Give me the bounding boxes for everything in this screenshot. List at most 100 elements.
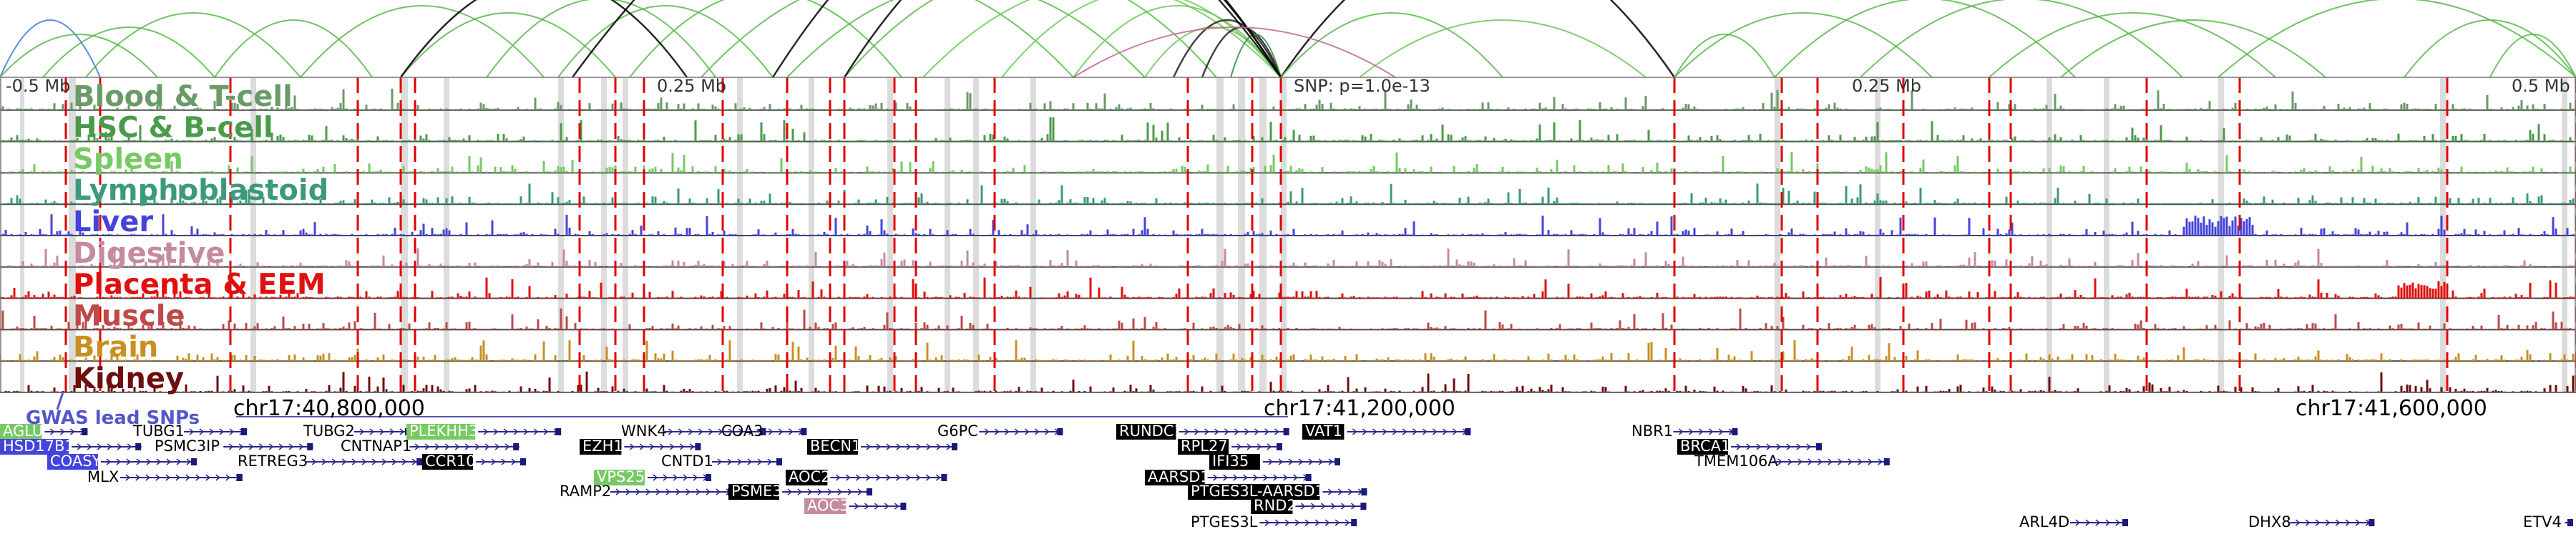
strand-arrow: [454, 443, 460, 450]
strand-arrow: [107, 443, 112, 450]
gene-name: DHX8: [2248, 513, 2291, 531]
gene-brca1: BRCA1: [1677, 437, 1822, 455]
strand-arrow: [125, 474, 131, 481]
strand-arrow: [146, 458, 152, 465]
strand-arrow: [1264, 519, 1270, 526]
strand-arrow: [1422, 428, 1428, 435]
strand-arrow: [1184, 428, 1189, 435]
strand-arrow: [874, 503, 879, 510]
axis-note-left: -0.5 Mb: [6, 76, 70, 96]
strand-arrow: [209, 428, 215, 435]
strand-arrow: [229, 428, 235, 435]
gene-name: AARSD1: [1148, 468, 1210, 485]
gene-rnd2: RND2: [1251, 497, 1367, 514]
gene-name: RUNDC1: [1119, 422, 1184, 440]
strand-arrow: [845, 474, 851, 481]
gene-highlight-box: [1116, 424, 1176, 440]
strand-arrow: [1224, 428, 1229, 435]
gene-name: TUBG2: [303, 422, 355, 440]
strand-arrow: [1044, 428, 1050, 435]
gene-vps25: VPS25: [594, 468, 711, 485]
strand-arrow: [464, 443, 470, 450]
strand-arrow: [946, 443, 952, 450]
strand-arrow: [669, 443, 675, 450]
loop-arc: [85, 12, 301, 78]
loop-arc: [1674, 12, 1933, 78]
strand-arrow: [837, 488, 843, 495]
exon: [952, 443, 957, 450]
strand-arrow: [135, 474, 141, 481]
exon: [706, 474, 711, 481]
strand-arrow: [688, 428, 693, 435]
gene-name: CNTNAP1: [341, 437, 411, 455]
strand-arrow: [875, 474, 881, 481]
track-label: Spleen: [73, 142, 183, 175]
loop-arc: [0, 19, 101, 78]
exon: [307, 443, 313, 450]
exon: [1283, 428, 1289, 435]
strand-arrow: [59, 428, 65, 435]
strand-arrow: [935, 474, 941, 481]
track-9: [0, 372, 2576, 393]
strand-arrow: [728, 428, 733, 435]
strand-arrow: [136, 458, 142, 465]
signal-peaks: [0, 214, 2575, 236]
coordinate-label-2: chr17:41,200,000: [1264, 396, 1455, 421]
gene-g6pc: G6PC: [937, 422, 1063, 440]
strand-arrow: [1004, 428, 1010, 435]
strand-arrow: [748, 428, 753, 435]
gene-name: WNK4: [621, 422, 667, 440]
exon: [555, 428, 562, 435]
gene-highlight-box: [804, 498, 847, 514]
strand-arrow: [186, 458, 192, 465]
strand-arrow: [1848, 458, 1853, 465]
strand-arrow: [1310, 503, 1316, 510]
strand-arrow: [926, 443, 932, 450]
strand-arrow: [1350, 503, 1356, 510]
gene-name: PSME3: [731, 483, 782, 500]
track-2: [0, 152, 2576, 174]
strand-arrow: [925, 474, 931, 481]
strand-arrow: [444, 443, 450, 450]
strand-arrow: [411, 458, 417, 465]
strand-arrow: [543, 428, 549, 435]
loop-arc: [1674, 34, 1775, 78]
signal-peaks: [0, 340, 2575, 362]
strand-arrow: [1392, 428, 1397, 435]
strand-arrow: [1362, 428, 1367, 435]
loop-arc: [786, 0, 1146, 78]
gene-highlight-box: [1302, 424, 1345, 440]
loop-arc: [1989, 12, 2276, 78]
strand-arrow: [288, 443, 294, 450]
strand-arrow: [1024, 428, 1030, 435]
axis-note-mid-right: 0.25 Mb: [1852, 76, 1921, 96]
gene-highlight-box: [406, 424, 476, 440]
loop-arc: [771, 0, 1282, 78]
exon: [2122, 519, 2128, 526]
exon: [1360, 503, 1367, 510]
gene-name: VAT1: [1305, 422, 1342, 440]
strand-arrow: [523, 428, 529, 435]
strand-arrow: [905, 474, 911, 481]
strand-arrow: [708, 428, 713, 435]
strand-arrow: [686, 488, 691, 495]
exon: [513, 443, 519, 450]
gene-becn1: BECN1: [807, 437, 957, 455]
strand-arrow: [155, 474, 161, 481]
axis-note-right: 0.5 Mb: [2512, 76, 2570, 96]
gene-ptges3l: PTGES3L: [1191, 513, 1357, 531]
strand-arrow: [827, 488, 833, 495]
strand-arrow: [2095, 519, 2101, 526]
strand-arrow: [1274, 519, 1280, 526]
strand-arrow: [1244, 428, 1249, 435]
gene-highlight-box: [1188, 484, 1320, 500]
gene-aglu: AGLU: [0, 422, 88, 440]
strand-arrow: [175, 474, 181, 481]
strand-arrow: [1776, 443, 1782, 450]
gene-name: ARL4D: [2019, 513, 2069, 531]
strand-arrow: [629, 443, 635, 450]
gene-name: VPS25: [597, 468, 645, 485]
strand-arrow: [1278, 458, 1284, 465]
strand-arrow: [1382, 428, 1387, 435]
